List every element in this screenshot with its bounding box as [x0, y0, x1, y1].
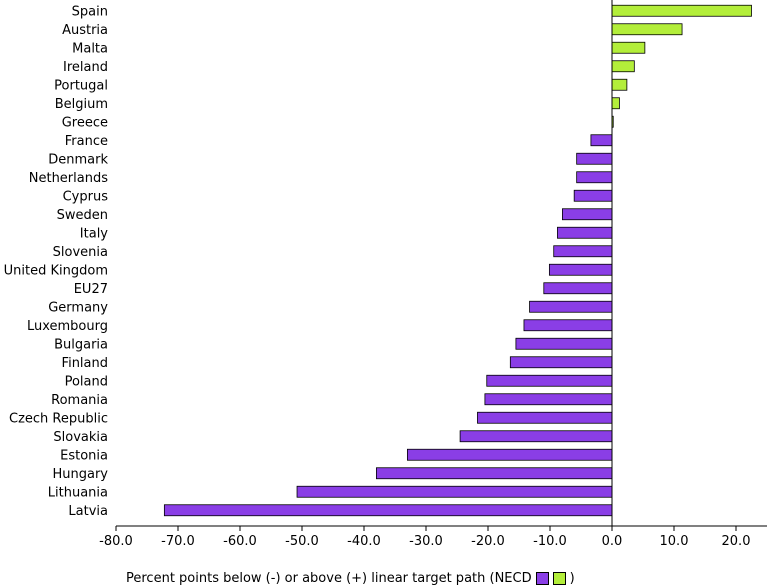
bar-malta	[611, 41, 646, 54]
bar-belgium	[611, 97, 620, 110]
category-label: Slovenia	[53, 245, 108, 260]
category-label: Finland	[62, 356, 108, 371]
bar-slovenia	[553, 245, 613, 258]
category-label: France	[65, 134, 108, 149]
bar-finland	[509, 356, 613, 369]
category-label: Cyprus	[63, 189, 109, 204]
category-label: Greece	[62, 115, 108, 130]
category-label: Austria	[62, 23, 108, 38]
legend-text-close: )	[569, 570, 575, 586]
category-label: Latvia	[68, 504, 108, 519]
category-label: EU27	[74, 282, 108, 297]
category-label: Romania	[51, 393, 108, 408]
bar-france	[590, 134, 613, 147]
bar-eu27	[543, 282, 613, 295]
bars-group	[163, 4, 752, 517]
category-label: Bulgaria	[54, 337, 108, 352]
bar-czech-republic	[477, 411, 613, 424]
category-label: Slovakia	[53, 430, 108, 445]
bar-lithuania	[296, 485, 613, 498]
bar-united-kingdom	[548, 263, 613, 276]
bar-germany	[529, 300, 613, 313]
bar-romania	[484, 393, 613, 406]
x-tick-label: -10.0	[533, 534, 567, 549]
bar-luxembourg	[523, 319, 613, 332]
category-label: Ireland	[63, 60, 108, 75]
legend-swatch-positive	[552, 571, 566, 585]
category-label: Germany	[48, 300, 108, 315]
x-tick-label: 20.0	[722, 534, 751, 549]
category-labels: Spain Austria Malta Ireland Portugal Belgium G…	[4, 4, 109, 519]
bar-austria	[611, 23, 683, 36]
category-label: Malta	[72, 41, 108, 56]
category-label: Czech Republic	[9, 411, 108, 426]
x-tick-label: -50.0	[285, 534, 319, 549]
category-label: Sweden	[57, 208, 108, 223]
bar-netherlands	[576, 171, 613, 184]
x-tick-label: -70.0	[161, 534, 195, 549]
category-label: Luxembourg	[27, 319, 108, 334]
bar-sweden	[562, 208, 613, 221]
bar-ireland	[611, 60, 635, 73]
bar-denmark	[576, 152, 613, 165]
category-label: Spain	[72, 4, 108, 19]
category-label: Poland	[65, 374, 108, 389]
x-axis-ticks: -80.0 -70.0 -60.0 -50.0 -40.0 -30.0 -20.0 -10.0…	[99, 526, 750, 549]
bar-latvia	[163, 504, 613, 517]
bar-spain	[611, 4, 752, 17]
category-label: Italy	[80, 226, 109, 241]
bar-poland	[486, 374, 613, 387]
legend: Percent points below (-) or above (+) li…	[126, 569, 575, 587]
x-tick-label: 0.0	[602, 534, 623, 549]
x-tick-label: -40.0	[347, 534, 381, 549]
bar-cyprus	[573, 189, 613, 202]
legend-text: Percent points below (-) or above (+) li…	[126, 570, 532, 586]
category-label: Estonia	[60, 448, 108, 463]
bar-estonia	[406, 448, 613, 461]
x-tick-label: -30.0	[409, 534, 443, 549]
category-label: Denmark	[48, 152, 108, 167]
category-label: Netherlands	[29, 171, 108, 186]
x-tick-label: -80.0	[99, 534, 133, 549]
x-tick-label: 10.0	[660, 534, 689, 549]
x-tick-label: -20.0	[471, 534, 505, 549]
category-label: Hungary	[52, 467, 108, 482]
category-label: Portugal	[54, 78, 108, 93]
bar-slovakia	[459, 430, 613, 443]
legend-swatch-negative	[535, 571, 549, 585]
x-tick-label: -60.0	[223, 534, 257, 549]
category-label: Belgium	[55, 97, 108, 112]
bar-hungary	[375, 467, 613, 480]
category-label: United Kingdom	[4, 263, 108, 278]
category-label: Lithuania	[48, 485, 108, 500]
bar-portugal	[611, 78, 628, 91]
bar-bulgaria	[515, 337, 613, 350]
bar-italy	[557, 226, 613, 239]
